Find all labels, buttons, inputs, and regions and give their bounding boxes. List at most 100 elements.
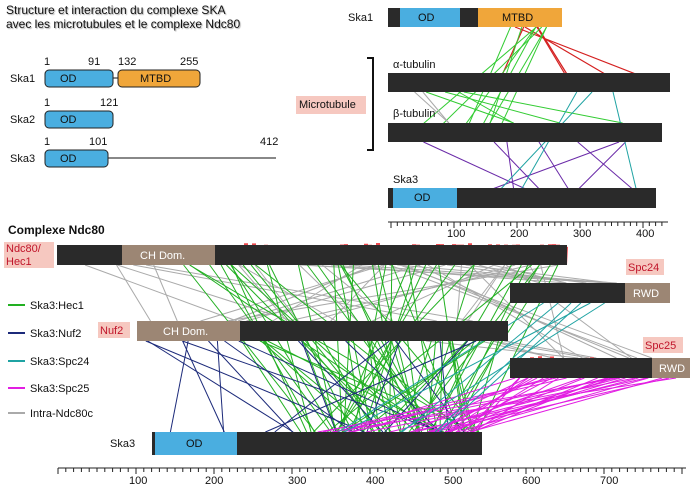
label-bg	[643, 337, 683, 353]
label: α-tubulin	[393, 59, 435, 71]
tick-label: 400	[366, 475, 384, 487]
legend-entry: Ska3:Spc25	[30, 383, 89, 395]
label: Ska1	[10, 73, 35, 85]
label: Ska2	[10, 114, 35, 126]
crosslink	[220, 264, 315, 433]
legend-entry: Ska3:Nuf2	[30, 328, 81, 340]
crosslink	[336, 264, 456, 433]
crosslinks	[84, 26, 677, 433]
crosslink	[438, 264, 465, 433]
crosslink	[337, 302, 544, 433]
tick-label: 600	[522, 475, 540, 487]
crosslink	[389, 264, 638, 359]
axis	[57, 467, 686, 474]
crosslink	[537, 26, 572, 81]
crosslink	[153, 264, 178, 322]
legend-entry: Intra-Ndc80c	[30, 408, 93, 420]
domain-label: OD	[414, 192, 431, 204]
bracket	[367, 57, 374, 151]
panel-title: Complexe Ndc80	[8, 223, 105, 237]
label: Spc24	[628, 262, 659, 274]
protein-bar	[388, 123, 662, 142]
protein-bar	[510, 358, 690, 378]
crosslink	[343, 302, 591, 433]
crosslink	[298, 340, 384, 433]
position: 1	[44, 56, 50, 68]
crosslink	[116, 264, 151, 322]
crosslink	[414, 91, 450, 124]
domain-label: RWD	[659, 363, 685, 375]
crosslink	[241, 340, 302, 433]
crosslink	[183, 264, 316, 433]
crosslink	[391, 264, 461, 433]
crosslink	[331, 377, 677, 433]
crosslink	[224, 340, 353, 433]
domain	[44, 69, 114, 88]
label: Nuf2	[100, 325, 123, 337]
tick-label: 300	[573, 228, 591, 240]
label: Ska1	[348, 12, 373, 24]
crosslink	[301, 340, 337, 433]
domain-label: CH Dom.	[163, 326, 208, 338]
crosslink	[84, 264, 238, 322]
crosslink	[514, 26, 652, 81]
domain	[44, 110, 114, 129]
tick-label: 100	[447, 228, 465, 240]
crosslink	[422, 91, 450, 124]
position: 1	[44, 97, 50, 109]
domain-map: Ska1 OD MTBD 1 91 132 255 Ska2 OD 1 121 …	[10, 56, 278, 168]
crosslink	[372, 264, 495, 322]
label-bg	[626, 259, 664, 275]
label: β-tubulin	[393, 108, 435, 120]
crosslink	[362, 264, 417, 433]
domain-label: CH Dom.	[140, 250, 185, 262]
crosslink	[465, 264, 612, 284]
tick-label: 500	[444, 475, 462, 487]
title: Structure et interaction du complexe SKA	[6, 3, 225, 17]
crosslink	[182, 340, 225, 433]
crosslink	[348, 377, 612, 433]
crosslink	[189, 264, 436, 433]
crosslink	[472, 377, 607, 433]
crosslink	[169, 340, 189, 433]
crosslink	[458, 91, 514, 124]
domain-label: RWD	[633, 288, 659, 300]
label-bg	[296, 96, 366, 114]
crosslink	[577, 141, 626, 191]
position: 121	[100, 97, 118, 109]
domain-label: MTBD	[140, 73, 171, 85]
crosslink	[216, 340, 225, 433]
crosslink	[226, 264, 392, 433]
crosslink	[208, 340, 293, 433]
tick-label: 100	[129, 475, 147, 487]
crosslink	[472, 377, 559, 433]
crosslink	[337, 264, 372, 433]
crosslink	[333, 377, 567, 433]
crosslink	[269, 264, 353, 433]
label: Ska3	[10, 153, 35, 165]
title: avec les microtubules et le complexe Ndc…	[6, 17, 240, 31]
domain-label: OD	[60, 153, 77, 165]
tick-label: 200	[510, 228, 528, 240]
domain	[478, 8, 562, 27]
crosslink	[146, 264, 473, 322]
domain	[137, 321, 240, 341]
crosslink	[266, 264, 312, 433]
label: Ndc80/	[6, 243, 42, 255]
crosslink	[444, 377, 626, 433]
domain-label: OD	[60, 73, 77, 85]
crosslink	[489, 141, 620, 191]
ndc80-panel: Complexe Ndc80 CH Dom. Ndc80/ Hec1 RWD S…	[4, 223, 690, 487]
crosslink	[335, 264, 437, 433]
crosslink	[330, 264, 385, 322]
domain-label: MTBD	[502, 12, 533, 24]
crosslink	[401, 302, 559, 433]
crosslink	[493, 141, 541, 191]
label: Microtubule	[299, 99, 356, 111]
domain	[625, 283, 670, 303]
crosslink	[577, 141, 634, 191]
tick-label: 300	[288, 475, 306, 487]
crosslink	[361, 340, 475, 433]
crosslink	[524, 26, 616, 81]
